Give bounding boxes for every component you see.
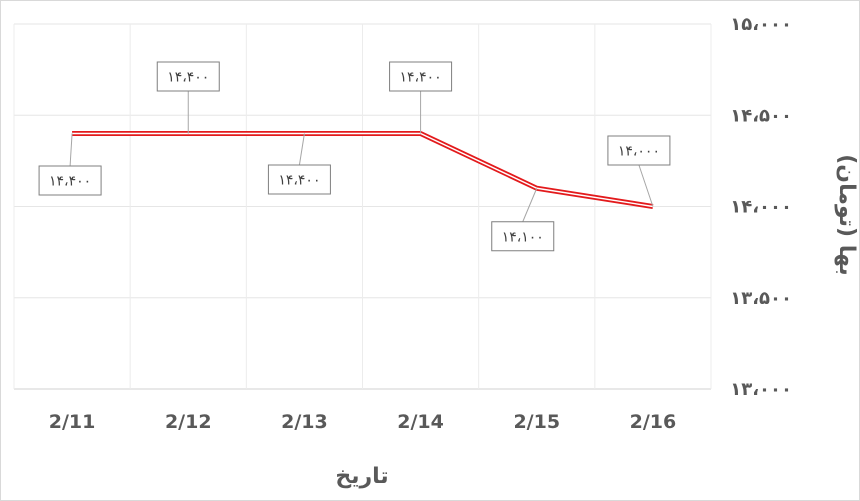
data-label-box bbox=[389, 61, 453, 92]
data-label-box bbox=[156, 61, 220, 92]
leader-line bbox=[638, 164, 654, 207]
data-label: ۱۴،۰۰۰ bbox=[618, 144, 660, 160]
y-tick-label: ۱۳،۵۰۰ bbox=[730, 288, 792, 309]
data-label-box bbox=[267, 164, 331, 195]
leader-line bbox=[522, 188, 538, 222]
y-tick-label: ۱۴،۰۰۰ bbox=[730, 197, 792, 218]
x-tick-label: 2/15 bbox=[513, 411, 560, 433]
x-tick-label: 2/11 bbox=[49, 411, 96, 433]
leader-line bbox=[69, 133, 73, 167]
data-label: ۱۴،۴۰۰ bbox=[278, 173, 320, 189]
y-axis-title: بها (تومان) bbox=[834, 154, 859, 276]
leader-line bbox=[298, 133, 305, 166]
y-tick-label: ۱۵،۰۰۰ bbox=[730, 14, 792, 35]
series-line-inner bbox=[72, 132, 654, 208]
x-tick-label: 2/14 bbox=[397, 411, 444, 433]
data-labels: ۱۴،۴۰۰ ۱۴،۴۰۰ ۱۴،۴۰۰ ۱۴،۴۰۰ ۱۴،۱۰۰ ۱۴،۰۰۰ bbox=[38, 61, 671, 252]
data-label-box bbox=[607, 135, 671, 166]
x-tick-label: 2/13 bbox=[281, 411, 328, 433]
data-label: ۱۴،۴۰۰ bbox=[167, 70, 209, 86]
series-group bbox=[72, 131, 654, 209]
data-label-box bbox=[491, 221, 555, 252]
data-label: ۱۴،۱۰۰ bbox=[502, 229, 544, 245]
y-axis-ticks: ۱۳،۰۰۰ ۱۳،۵۰۰ ۱۴،۰۰۰ ۱۴،۵۰۰ ۱۵،۰۰۰ bbox=[730, 14, 792, 400]
grid-lines bbox=[13, 23, 712, 390]
x-tick-label: 2/16 bbox=[630, 411, 677, 433]
x-axis-ticks: 2/11 2/12 2/13 2/14 2/15 2/16 bbox=[49, 411, 676, 433]
x-tick-label: 2/12 bbox=[165, 411, 212, 433]
data-label: ۱۴،۴۰۰ bbox=[49, 174, 91, 190]
x-axis-title: تاریخ bbox=[335, 464, 388, 489]
data-label: ۱۴،۴۰۰ bbox=[400, 70, 442, 86]
y-tick-label: ۱۴،۵۰۰ bbox=[730, 105, 792, 126]
data-label-box bbox=[38, 165, 102, 196]
y-tick-label: ۱۳،۰۰۰ bbox=[730, 379, 792, 400]
